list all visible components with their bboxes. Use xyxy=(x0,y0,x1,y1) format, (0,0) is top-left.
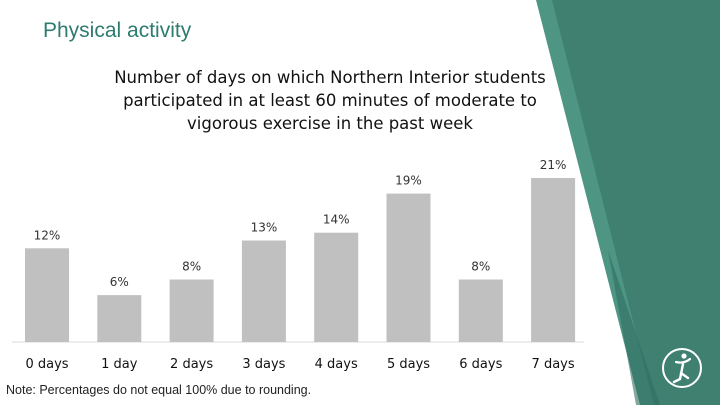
chart-title-line: participated in at least 60 minutes of m… xyxy=(123,91,537,110)
x-tick-label: 2 days xyxy=(170,357,213,372)
bar xyxy=(458,279,503,342)
teal-panel xyxy=(540,0,720,405)
data-label: 13% xyxy=(251,221,278,235)
bar xyxy=(25,248,69,342)
x-tick-label: 7 days xyxy=(532,357,575,372)
chart-title: Number of days on which Northern Interio… xyxy=(70,66,590,135)
x-tick-label: 6 days xyxy=(459,357,502,372)
data-label: 8% xyxy=(471,260,490,274)
teal-panel-shadow xyxy=(608,250,660,405)
footnote: Note: Percentages do not equal 100% due … xyxy=(6,383,312,397)
x-tick-label: 1 day xyxy=(101,357,138,372)
x-tick-label: 0 days xyxy=(25,357,68,372)
bar xyxy=(314,232,359,342)
data-label: 6% xyxy=(110,275,129,289)
bar xyxy=(169,279,214,342)
x-tick-label: 5 days xyxy=(387,357,430,372)
data-label: 12% xyxy=(34,228,61,242)
data-label: 19% xyxy=(395,174,422,188)
data-label: 21% xyxy=(540,158,567,172)
chart-title-line: Number of days on which Northern Interio… xyxy=(114,68,546,87)
x-tick-label: 3 days xyxy=(242,357,285,372)
data-label: 8% xyxy=(182,260,201,274)
bar xyxy=(531,178,576,342)
bar xyxy=(97,295,142,342)
x-tick-label: 4 days xyxy=(315,357,358,372)
page-title: Physical activity xyxy=(43,19,192,42)
chart-title-line: vigorous exercise in the past week xyxy=(187,114,473,133)
data-label: 14% xyxy=(323,213,350,227)
bar xyxy=(241,240,286,342)
logo-icon xyxy=(662,348,702,388)
bar xyxy=(386,193,431,342)
